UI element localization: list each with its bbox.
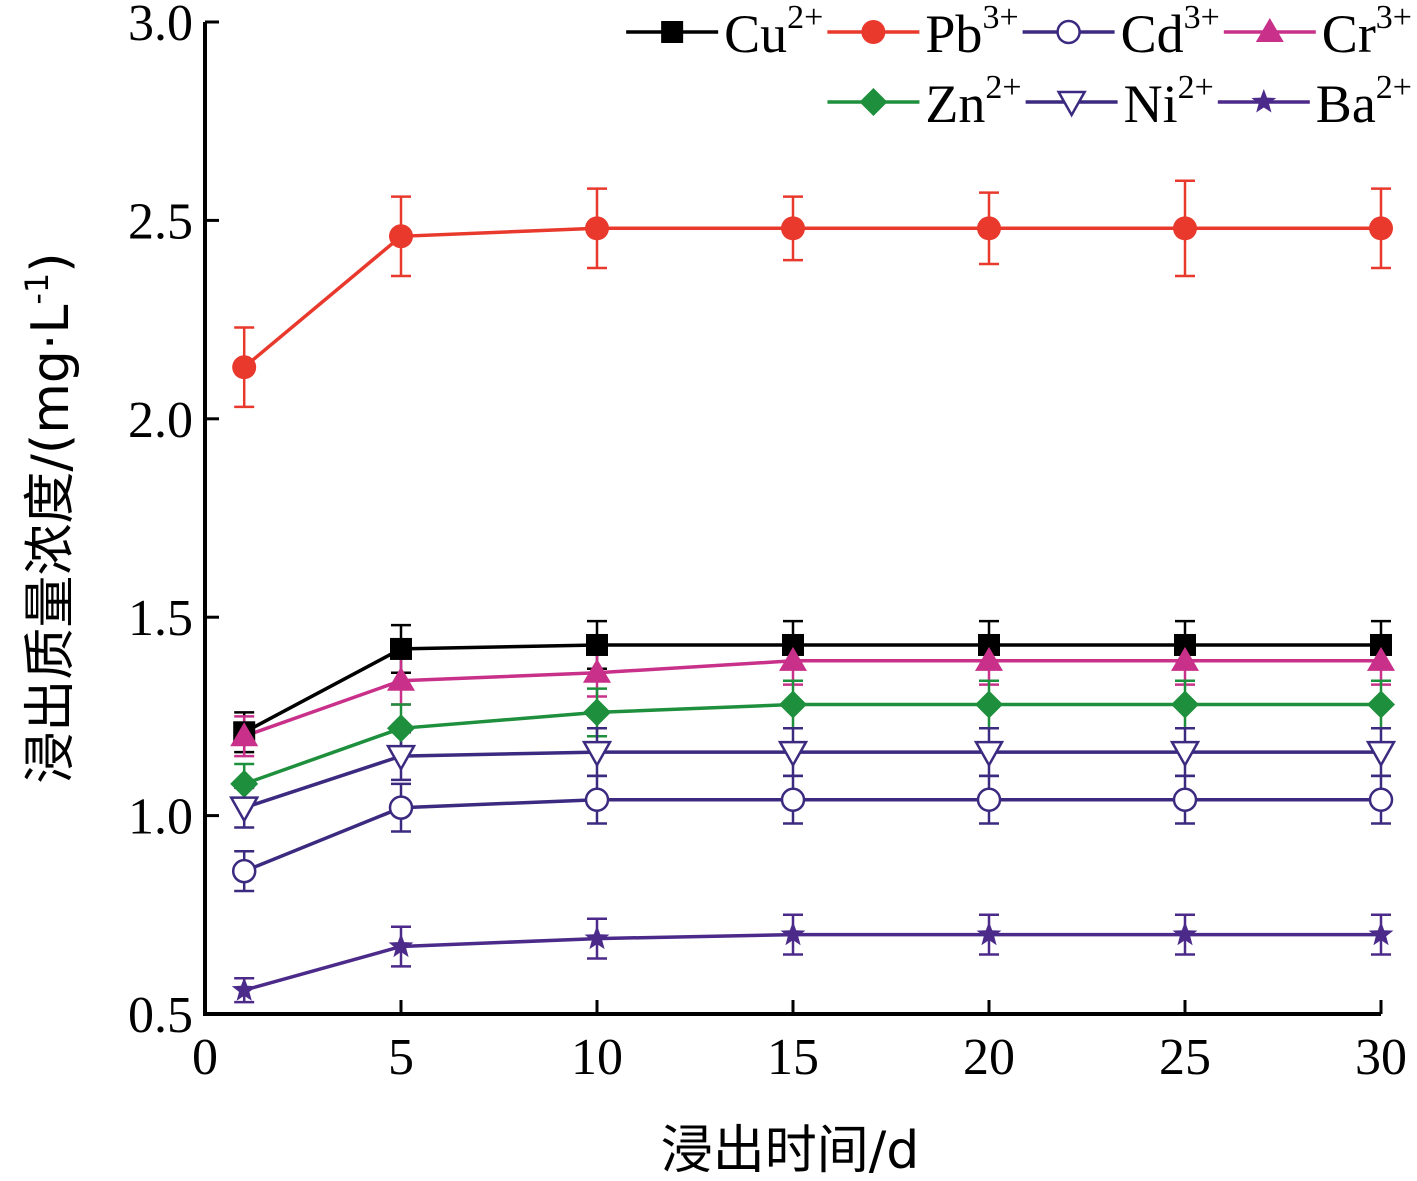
series-line-cr [243,659,1381,738]
x-tick-label: 15 [767,1029,819,1086]
data-point-zn [779,690,807,719]
data-point-pb [781,216,805,241]
data-point-ni [777,740,809,768]
legend-label-ni: Ni2+ [1124,69,1214,134]
data-point-cd [1368,787,1394,812]
data-point-ba [1368,921,1394,946]
legend-entry-ba: Ba2+ [1217,69,1412,134]
data-point-pb [977,216,1001,241]
x-tick-label: 5 [388,1029,414,1086]
legend-marker-ba [1251,89,1277,113]
legend-entry-cu: Cu2+ [626,0,823,64]
legend-label-pb: Pb3+ [925,0,1018,64]
series-line-cd [243,797,1381,873]
data-point-ba [976,921,1002,946]
legend-marker-cd [1056,19,1081,45]
series-line-cu [243,643,1381,734]
y-tick-label: 0.5 [128,987,193,1044]
y-tick-label: 3.0 [128,0,193,52]
legend-label-zn: Zn2+ [925,69,1021,134]
data-point-cr [230,722,259,747]
data-point-ba [231,977,257,1001]
legend-marker-zn [859,88,888,116]
data-point-cu [1174,633,1196,656]
data-point-cu [586,633,608,656]
y-tick-label: 1.0 [128,789,193,846]
data-point-ba [1172,921,1198,946]
data-point-ba [584,925,610,950]
legend-marker-pb [861,20,886,44]
data-point-pb [1173,216,1197,241]
data-point-zn [583,698,611,727]
legend-marker-cr [1255,18,1284,42]
x-axis-title: 浸出时间/d [661,1121,920,1181]
data-point-ni [973,740,1005,768]
legend-entry-cr: Cr3+ [1223,0,1412,64]
data-point-ni [1169,740,1201,768]
legend-entry-pb: Pb3+ [827,0,1019,64]
data-point-cd [231,858,257,884]
data-point-cr [779,646,807,671]
data-point-cr [387,666,415,691]
legend-label-ba: Ba2+ [1316,69,1412,134]
data-point-ni [581,740,613,768]
data-point-cd [976,787,1002,812]
data-point-ni [1365,740,1397,768]
data-point-zn [975,690,1003,719]
legend-label-cd: Cd3+ [1121,0,1220,64]
x-tick-label: 25 [1159,1029,1211,1086]
series-lines [243,226,1381,992]
series-line-ba [243,932,1381,992]
data-point-pb [585,216,609,241]
data-point-pb [389,224,413,249]
series-line-zn [243,702,1381,786]
legend-entry-ni: Ni2+ [1025,69,1214,134]
data-point-pb [232,355,257,380]
axes: 0.5 1.0 1.5 2.0 2.5 3.0 0 5 10 15 20 25 30 浸出时间/d 浸出质量… [18,0,1407,1181]
data-point-cr [975,646,1003,671]
legend-label-cu: Cu2+ [724,0,823,64]
data-point-cu [978,633,1000,656]
data-point-pb [1369,216,1393,241]
y-tick-label: 2.0 [128,392,193,449]
legend-entry-zn: Zn2+ [827,69,1022,134]
data-point-cu [1370,633,1392,656]
x-tick-label: 0 [192,1029,218,1086]
data-point-zn [1171,690,1199,719]
y-tick-label: 2.5 [128,193,193,250]
data-point-cu [782,633,804,656]
data-point-zn [387,714,415,743]
series-markers [229,216,1397,1001]
data-point-cd [1172,787,1198,812]
data-point-zn [230,769,259,798]
data-point-ba [388,933,414,958]
data-point-cu [390,637,412,660]
legend-label-cr: Cr3+ [1322,0,1412,64]
data-point-cr [583,658,611,683]
x-tick-label: 30 [1355,1029,1407,1086]
legend-entry-cd: Cd3+ [1022,0,1220,64]
x-tick-label: 10 [571,1029,623,1086]
y-axis-title: 浸出质量浓度/(mg·L-1) [18,252,81,783]
x-tick-label: 20 [963,1029,1015,1086]
series-line-pb [243,226,1381,369]
error-bars [234,179,1391,1004]
legend: Cr3+ Cd3+ Pb3+ Cu2+ Ba2+ Ni2+ Zn2+ [626,0,1412,134]
legend-marker-ni [1056,90,1087,118]
data-point-cd [388,795,414,820]
legend-marker-cu [661,21,684,43]
data-point-cr [1171,646,1199,671]
data-point-cd [780,787,806,812]
data-point-cd [584,787,610,812]
data-point-ba [780,921,806,946]
data-point-cr [1367,646,1395,671]
data-point-zn [1367,690,1395,719]
data-point-ni [229,796,260,824]
y-tick-label: 1.5 [128,590,193,647]
data-point-ni [385,744,417,772]
